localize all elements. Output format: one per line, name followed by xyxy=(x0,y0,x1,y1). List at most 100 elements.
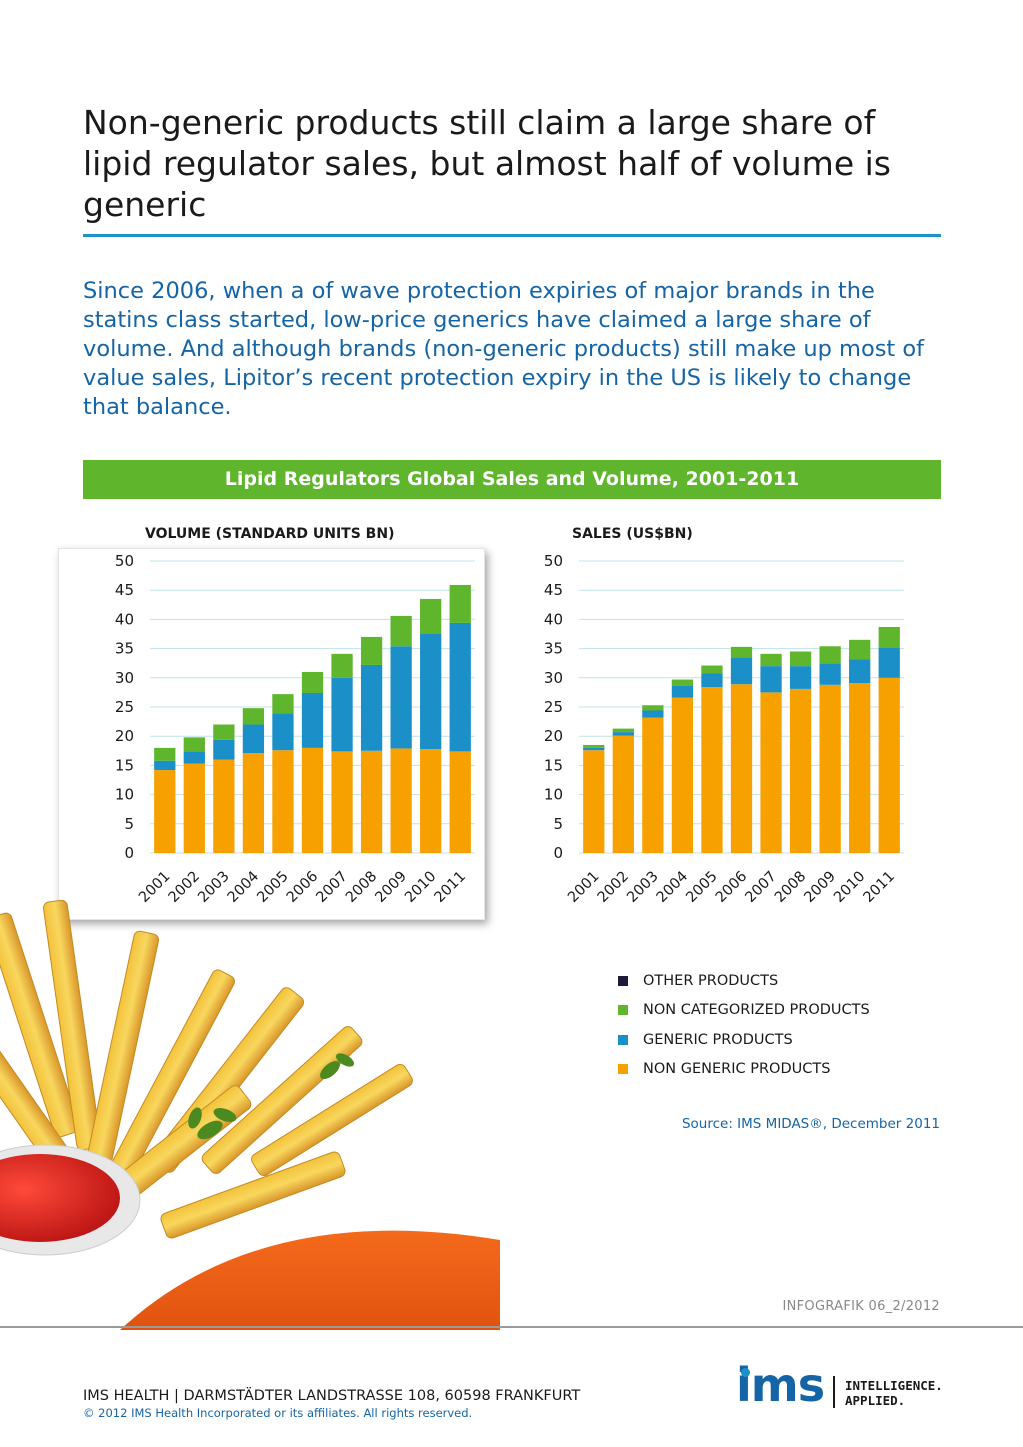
volume-bar-2001-non-categorized-products xyxy=(154,747,176,761)
volume-bar-2006-non-categorized-products xyxy=(301,671,324,693)
sales-x-tick-label: 2003 xyxy=(624,869,661,906)
sales-y-tick-label: 0 xyxy=(553,844,563,862)
sales-x-tick-label: 2008 xyxy=(772,869,809,906)
sales-y-tick-label: 5 xyxy=(553,815,563,833)
sales-x-tick-label: 2002 xyxy=(595,869,632,906)
volume-bar-2010-non-categorized-products xyxy=(420,598,442,634)
source-note: Source: IMS MIDAS®, December 2011 xyxy=(681,1116,940,1132)
sales-bar-2010-non-categorized-products xyxy=(849,639,871,660)
sales-bar-2006-non-categorized-products xyxy=(730,646,753,658)
sales-bar-2005-non-categorized-products xyxy=(701,665,723,674)
logo-dot-icon xyxy=(741,1368,750,1377)
volume-bar-2002-non-categorized-products xyxy=(183,737,205,752)
sales-bar-2007-non-generic-products xyxy=(760,692,782,853)
volume-y-tick-label: 10 xyxy=(115,786,134,804)
sales-y-tick-label: 30 xyxy=(544,669,563,687)
volume-bar-2008-generic-products xyxy=(360,664,383,751)
volume-bar-2011-non-categorized-products xyxy=(449,584,471,623)
volume-bar-2002-generic-products xyxy=(183,751,205,764)
sales-bar-2002-non-generic-products xyxy=(612,735,634,853)
legend-label: NON CATEGORIZED PRODUCTS xyxy=(643,1002,870,1019)
volume-y-tick-label: 15 xyxy=(115,756,134,774)
logo-separator xyxy=(833,1376,835,1408)
legend-swatch-other xyxy=(618,975,628,986)
footer-address: IMS HEALTH | DARMSTÄDTER LANDSTRASSE 108… xyxy=(83,1388,581,1404)
sales-bar-2002-generic-products xyxy=(612,732,634,736)
sales-x-tick-label: 2009 xyxy=(802,869,839,906)
footer-copyright: © 2012 IMS Health Incorporated or its af… xyxy=(83,1406,473,1420)
volume-bar-2004-non-categorized-products xyxy=(242,708,265,725)
sales-bar-2010-non-generic-products xyxy=(849,683,871,853)
volume-bar-2011-generic-products xyxy=(449,622,471,752)
intro-paragraph: Since 2006, when a of wave protection ex… xyxy=(83,278,925,420)
volume-bar-2010-generic-products xyxy=(420,634,442,750)
sales-bar-2007-generic-products xyxy=(760,666,782,693)
logo-tagline-line-1: INTELLIGENCE. xyxy=(845,1378,943,1393)
sales-bar-2001-generic-products xyxy=(583,747,605,751)
volume-bar-2009-generic-products xyxy=(390,646,412,749)
sales-bar-2003-non-generic-products xyxy=(642,717,664,853)
volume-bar-2003-non-categorized-products xyxy=(213,724,235,740)
legend-item-non-categorized: NON CATEGORIZED PRODUCTS xyxy=(618,996,948,1026)
legend-label: NON GENERIC PRODUCTS xyxy=(643,1061,831,1078)
sales-bar-2004-non-categorized-products xyxy=(671,679,694,686)
volume-bar-2005-generic-products xyxy=(272,713,294,751)
sales-y-tick-label: 10 xyxy=(544,786,563,804)
volume-y-tick-label: 50 xyxy=(115,552,134,570)
sales-bar-2010-generic-products xyxy=(849,659,871,684)
sales-bar-2003-generic-products xyxy=(642,710,664,718)
volume-y-tick-label: 30 xyxy=(115,669,134,687)
legend-label: OTHER PRODUCTS xyxy=(643,972,779,989)
sales-x-tick-label: 2007 xyxy=(742,869,779,906)
volume-y-tick-label: 5 xyxy=(124,815,134,833)
headline-divider xyxy=(83,234,941,237)
sales-x-tick-label: 2006 xyxy=(713,869,750,906)
sales-x-tick-label: 2005 xyxy=(683,869,720,906)
sales-x-tick-label: 2011 xyxy=(861,869,898,906)
sales-bar-2005-non-generic-products xyxy=(701,687,723,853)
volume-bar-2009-non-categorized-products xyxy=(390,615,412,647)
sales-bar-2003-non-categorized-products xyxy=(642,705,664,711)
legend-label: GENERIC PRODUCTS xyxy=(643,1031,793,1048)
page-headline: Non-generic products still claim a large… xyxy=(83,103,891,224)
sales-bar-2007-non-categorized-products xyxy=(760,653,782,667)
chart-legend: OTHER PRODUCTS NON CATEGORIZED PRODUCTS … xyxy=(618,966,948,1084)
infografik-id: INFOGRAFIK 06_2/2012 xyxy=(782,1299,940,1314)
volume-y-tick-label: 0 xyxy=(124,844,134,862)
sales-bar-2009-non-categorized-products xyxy=(819,646,841,664)
volume-bar-2002-non-generic-products xyxy=(183,763,205,853)
legend-item-non-generic: NON GENERIC PRODUCTS xyxy=(618,1055,948,1085)
volume-y-tick-label: 45 xyxy=(115,581,134,599)
sales-bar-2011-non-generic-products xyxy=(878,677,900,853)
legend-swatch-generic xyxy=(618,1034,628,1045)
volume-bar-2003-generic-products xyxy=(213,739,235,760)
sales-y-tick-label: 50 xyxy=(544,552,563,570)
sales-x-tick-label: 2004 xyxy=(654,869,691,906)
volume-chart-title: VOLUME (STANDARD UNITS BN) xyxy=(145,526,395,542)
sales-bar-2002-non-categorized-products xyxy=(612,728,634,733)
logo-wordmark: ims xyxy=(736,1358,825,1412)
volume-y-tick-label: 20 xyxy=(115,727,134,745)
volume-bar-2001-non-generic-products xyxy=(154,770,176,853)
volume-bar-2007-non-categorized-products xyxy=(331,653,353,678)
sales-chart-title: SALES (US$BN) xyxy=(572,526,693,542)
sales-bar-2006-non-generic-products xyxy=(730,684,753,853)
logo-tagline-line-2: APPLIED. xyxy=(845,1393,906,1408)
volume-bar-2005-non-generic-products xyxy=(272,750,294,853)
logo-tagline: INTELLIGENCE. APPLIED. xyxy=(845,1378,943,1408)
sales-y-tick-label: 25 xyxy=(544,698,563,716)
volume-bar-2005-non-categorized-products xyxy=(272,694,294,714)
sales-x-tick-label: 2010 xyxy=(831,869,868,906)
sales-bar-2001-non-categorized-products xyxy=(583,744,605,748)
sales-bar-2006-generic-products xyxy=(730,657,753,685)
volume-bar-2006-generic-products xyxy=(301,692,324,748)
legend-item-generic: GENERIC PRODUCTS xyxy=(618,1025,948,1055)
legend-swatch-non-categorized xyxy=(618,1005,628,1016)
sales-bar-2009-generic-products xyxy=(819,663,841,685)
sales-y-tick-label: 35 xyxy=(544,640,563,658)
sales-bar-2009-non-generic-products xyxy=(819,684,841,853)
volume-y-tick-label: 40 xyxy=(115,610,134,628)
volume-y-tick-label: 25 xyxy=(115,698,134,716)
